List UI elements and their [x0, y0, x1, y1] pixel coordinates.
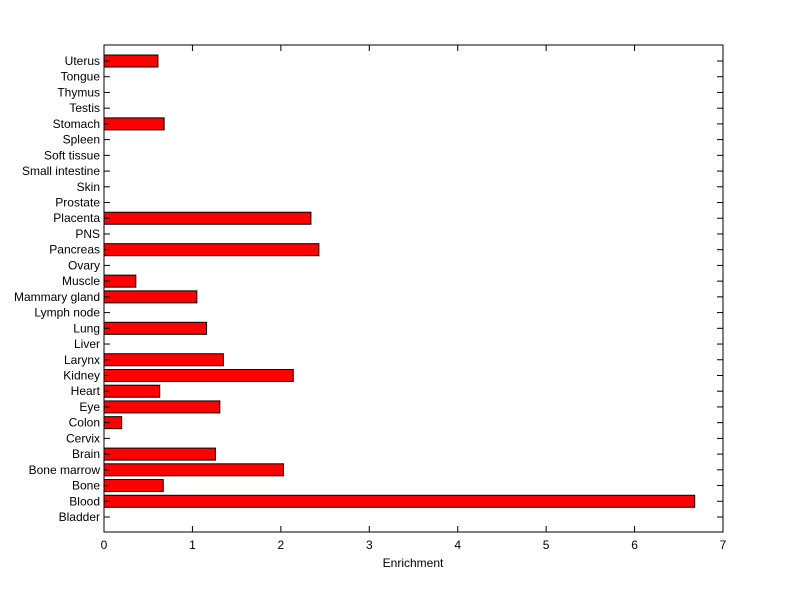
y-tick-label-pns: PNS — [75, 227, 100, 241]
y-tick-label-colon: Colon — [69, 416, 100, 430]
bar-brain — [103, 447, 216, 461]
bar-bone — [103, 479, 164, 493]
bar-lung — [103, 321, 208, 335]
y-tick-label-small-intestine: Small intestine — [22, 164, 100, 178]
bar-uterus — [103, 54, 159, 68]
y-tick-label-cervix: Cervix — [66, 431, 100, 445]
bar-eye — [103, 400, 221, 414]
y-tick-label-bone: Bone — [72, 479, 100, 493]
bar-bone-marrow — [103, 463, 285, 477]
bar-blood — [103, 494, 696, 508]
y-tick-label-heart: Heart — [71, 384, 101, 398]
y-tick-label-pancreas: Pancreas — [49, 243, 100, 257]
bar-kidney — [103, 368, 294, 382]
y-tick-label-stomach: Stomach — [53, 117, 100, 131]
bar-larynx — [103, 353, 224, 367]
y-tick-label-prostate: Prostate — [55, 196, 100, 210]
y-tick-label-skin: Skin — [77, 180, 100, 194]
x-axis-label: Enrichment — [383, 556, 444, 570]
y-tick-label-bone-marrow: Bone marrow — [29, 463, 101, 477]
y-tick-label-placenta: Placenta — [53, 211, 100, 225]
x-tick-label-7: 7 — [720, 538, 727, 552]
y-tick-label-eye: Eye — [79, 400, 100, 414]
x-tick-label-5: 5 — [543, 538, 550, 552]
y-tick-label-uterus: Uterus — [65, 54, 100, 68]
y-tick-label-liver: Liver — [74, 337, 100, 351]
y-tick-label-brain: Brain — [72, 447, 100, 461]
bar-placenta — [103, 211, 312, 225]
plot-frame — [103, 44, 724, 533]
x-tick-label-0: 0 — [101, 538, 108, 552]
y-tick-label-bladder: Bladder — [59, 510, 100, 524]
bar-mammary-gland — [103, 290, 198, 304]
x-tick-label-1: 1 — [189, 538, 196, 552]
y-tick-label-spleen: Spleen — [63, 133, 100, 147]
y-tick-label-lymph-node: Lymph node — [34, 306, 100, 320]
y-tick-label-muscle: Muscle — [62, 274, 100, 288]
x-tick-label-3: 3 — [366, 538, 373, 552]
y-tick-label-thymus: Thymus — [57, 85, 100, 99]
bar-heart — [103, 384, 161, 398]
x-tick-label-6: 6 — [631, 538, 638, 552]
y-tick-label-lung: Lung — [73, 321, 100, 335]
y-tick-label-testis: Testis — [69, 101, 100, 115]
bar-stomach — [103, 117, 165, 131]
y-tick-label-ovary: Ovary — [68, 258, 100, 272]
bar-pancreas — [103, 243, 320, 257]
y-tick-label-mammary-gland: Mammary gland — [14, 290, 100, 304]
y-tick-label-kidney: Kidney — [63, 368, 100, 382]
y-tick-label-soft-tissue: Soft tissue — [44, 148, 100, 162]
y-tick-label-tongue: Tongue — [61, 70, 101, 84]
x-tick-label-4: 4 — [454, 538, 461, 552]
x-tick-label-2: 2 — [278, 538, 285, 552]
y-tick-label-larynx: Larynx — [64, 353, 100, 367]
y-tick-label-blood: Blood — [69, 494, 100, 508]
